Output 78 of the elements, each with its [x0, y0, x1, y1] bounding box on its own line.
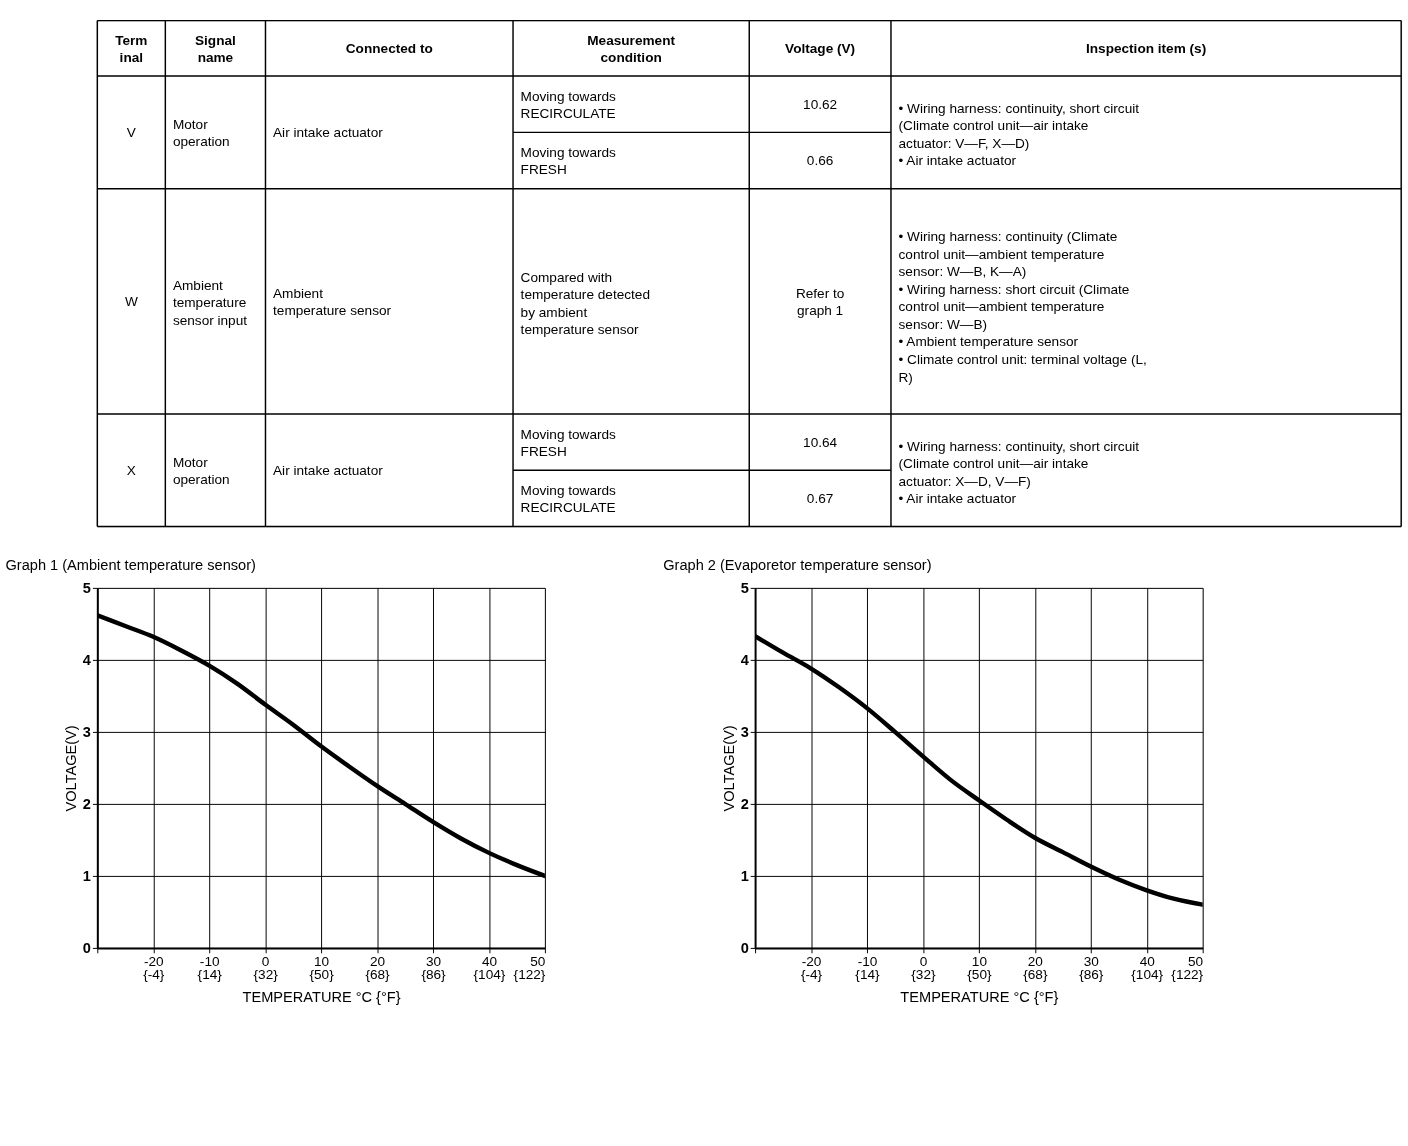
- y-tick-label: 1: [740, 868, 749, 885]
- x-tick-label: 10: [971, 953, 988, 969]
- x-tick-label: 10: [314, 953, 330, 969]
- y-tick-label: 3: [740, 724, 749, 741]
- x2-tick-label: {-4}: [800, 966, 823, 982]
- x-tick-label: 50: [1188, 953, 1204, 969]
- x-axis-title: TEMPERATURE °C {°F}: [242, 988, 401, 1005]
- text: 10.64: [803, 434, 838, 450]
- x-tick-label: 40: [481, 953, 498, 969]
- x-tick-label: 50: [530, 953, 546, 969]
- y-tick-label: 0: [740, 940, 749, 957]
- text: X: [126, 462, 136, 478]
- text: 0.66: [806, 152, 834, 168]
- text: Connected to: [345, 40, 433, 56]
- y-tick-label: 4: [82, 652, 92, 669]
- y-tick-label: 3: [82, 724, 91, 741]
- y-tick-label: 2: [740, 796, 749, 813]
- x-tick-label: -10: [857, 953, 878, 969]
- text: Moving towards RECIRCULATE: [520, 482, 617, 516]
- x2-tick-label: {-4}: [143, 966, 165, 982]
- text: Signal name: [194, 32, 236, 66]
- x-tick-label: -10: [199, 953, 220, 969]
- x-tick-label: -20: [801, 953, 822, 969]
- text: • Wiring harness: continuity, short circuit (Climate control unit—air intake actuator: V—F, X—D) • Air intake actuator: [898, 100, 1140, 169]
- x-tick-label: -20: [143, 953, 165, 969]
- text: Moving towards FRESH: [520, 426, 617, 460]
- text: Term inal: [115, 32, 148, 66]
- text: Ambient temperature sensor input: [172, 277, 248, 328]
- text: Voltage (V): [785, 40, 856, 56]
- chart-title: Graph 1 (Ambient temperature sensor): [5, 557, 256, 574]
- x2-tick-label: {14}: [855, 966, 881, 982]
- text: Motor operation: [172, 116, 230, 150]
- text: V: [126, 124, 137, 140]
- text: Compared with temperature detected by ambient temperature sensor: [520, 269, 650, 338]
- x2-tick-label: {50}: [967, 966, 992, 982]
- y-tick-label: 2: [82, 796, 91, 813]
- text: Air intake actuator: [273, 124, 384, 140]
- y-tick-label: 1: [82, 868, 91, 885]
- x-tick-label: 30: [425, 953, 442, 969]
- text: • Wiring harness: continuity (Climate control unit—ambient temperature sensor: W—B, K—A) • Wiring harness: short circuit (Climate control unit—ambient temperature sensor: W—B) • Ambient temperature sensor • Climate control unit: terminal voltage (L, R): [898, 229, 1147, 385]
- x2-tick-label: {122}: [513, 966, 546, 982]
- text: 0.67: [806, 490, 834, 506]
- text: Measurement condition: [587, 32, 676, 66]
- x-tick-label: 0: [919, 953, 928, 969]
- text: W: [124, 293, 138, 309]
- x2-tick-label: {86}: [421, 966, 447, 982]
- y-axis-title: VOLTAGE(V): [63, 725, 80, 812]
- x2-tick-label: {122}: [1171, 966, 1204, 982]
- x-tick-label: 40: [1139, 953, 1156, 969]
- x2-tick-label: {104}: [473, 966, 506, 982]
- x2-tick-label: {86}: [1079, 966, 1104, 982]
- x2-tick-label: {68}: [365, 966, 391, 982]
- x2-tick-label: {68}: [1023, 966, 1048, 982]
- text: Inspection item (s): [1085, 40, 1207, 56]
- x-tick-label: 20: [369, 953, 386, 969]
- text: Air intake actuator: [273, 462, 384, 478]
- x2-tick-label: {32}: [911, 966, 936, 982]
- text: Refer to graph 1: [795, 285, 845, 319]
- text: Ambient temperature sensor: [273, 285, 392, 319]
- x-tick-label: 0: [261, 953, 270, 969]
- text: Moving towards FRESH: [520, 144, 617, 178]
- x2-tick-label: {32}: [253, 966, 279, 982]
- x-tick-label: 20: [1027, 953, 1044, 969]
- y-tick-label: 4: [740, 652, 750, 669]
- text: 10.62: [803, 96, 838, 112]
- x2-tick-label: {14}: [197, 966, 223, 982]
- x2-tick-label: {104}: [1131, 966, 1164, 982]
- y-tick-label: 5: [82, 580, 91, 597]
- x2-tick-label: {50}: [309, 966, 335, 982]
- y-tick-label: 5: [740, 580, 749, 597]
- chart-title: Graph 2 (Evaporetor temperature sensor): [663, 557, 932, 574]
- text: Motor operation: [172, 454, 230, 488]
- text: • Wiring harness: continuity, short circuit (Climate control unit—air intake actuator: X—D, V—F) • Air intake actuator: [898, 438, 1140, 507]
- y-tick-label: 0: [82, 940, 91, 957]
- text: Moving towards RECIRCULATE: [520, 88, 617, 122]
- x-axis-title: TEMPERATURE °C {°F}: [900, 988, 1059, 1005]
- x-tick-label: 30: [1083, 953, 1100, 969]
- y-axis-title: VOLTAGE(V): [720, 725, 737, 812]
